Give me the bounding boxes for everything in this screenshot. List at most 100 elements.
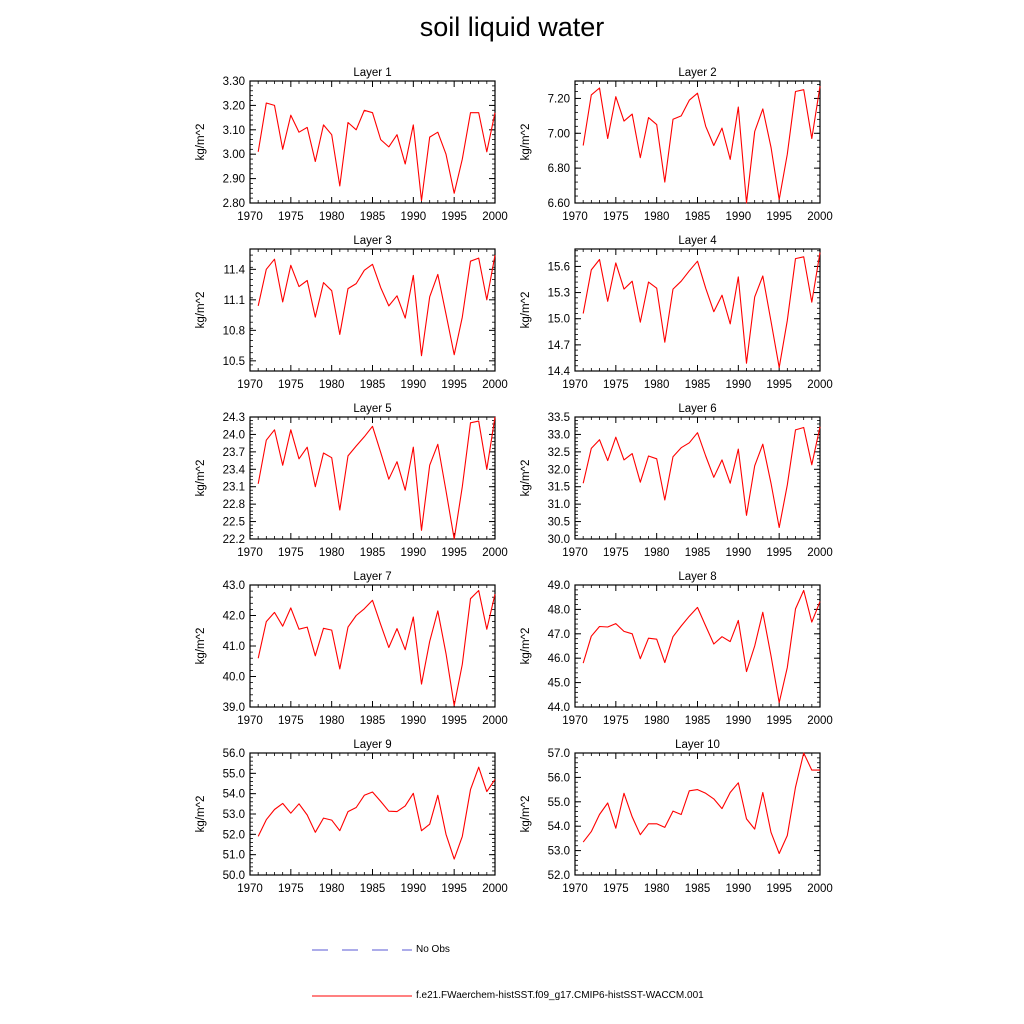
y-tick-label: 7.00 bbox=[548, 128, 570, 140]
plot-frame bbox=[249, 248, 496, 372]
y-axis-label: kg/m^2 bbox=[195, 460, 207, 497]
x-tick-label: 1990 bbox=[401, 211, 427, 223]
x-tick-label: 1995 bbox=[441, 211, 467, 223]
y-tick-label: 55.0 bbox=[223, 768, 245, 780]
plot-frame bbox=[249, 752, 496, 876]
x-tick-label: 1985 bbox=[685, 715, 711, 727]
x-tick-label: 2000 bbox=[807, 211, 833, 223]
x-tick-label: 1985 bbox=[685, 883, 711, 895]
x-tick-label: 1975 bbox=[278, 715, 304, 727]
y-tick-label: 55.0 bbox=[548, 797, 570, 809]
plot-frame bbox=[249, 80, 496, 204]
x-tick-label: 1980 bbox=[319, 547, 345, 559]
y-tick-label: 39.0 bbox=[223, 702, 245, 714]
x-tick-label: 2000 bbox=[807, 379, 833, 391]
x-tick-label: 1985 bbox=[360, 379, 386, 391]
x-tick-label: 1975 bbox=[278, 379, 304, 391]
y-tick-label: 6.60 bbox=[548, 198, 570, 210]
series-line bbox=[257, 766, 496, 860]
y-tick-label: 45.0 bbox=[548, 678, 570, 690]
panel-title: Layer 3 bbox=[353, 235, 391, 247]
y-tick-label: 22.5 bbox=[223, 517, 245, 529]
x-tick-label: 1975 bbox=[603, 211, 629, 223]
y-tick-label: 15.0 bbox=[548, 314, 570, 326]
y-tick-label: 54.0 bbox=[223, 789, 245, 801]
y-tick-label: 15.6 bbox=[548, 261, 570, 273]
y-tick-label: 33.5 bbox=[548, 412, 570, 424]
x-tick-label: 2000 bbox=[482, 211, 508, 223]
x-tick-label: 1980 bbox=[319, 715, 345, 727]
y-tick-label: 6.80 bbox=[548, 163, 570, 175]
x-tick-label: 1995 bbox=[766, 211, 792, 223]
y-tick-label: 31.5 bbox=[548, 482, 570, 494]
y-tick-label: 54.0 bbox=[548, 821, 570, 833]
x-tick-label: 1990 bbox=[726, 715, 752, 727]
panel-1: Layer 1 kg/m^2 1970 1975 1980 1985 1990 1995 200… bbox=[195, 67, 508, 223]
y-tick-label: 14.7 bbox=[548, 340, 570, 352]
y-tick-label: 52.0 bbox=[548, 870, 570, 882]
x-tick-label: 1970 bbox=[237, 883, 263, 895]
y-tick-label: 43.0 bbox=[223, 580, 245, 592]
x-tick-label: 1980 bbox=[319, 379, 345, 391]
y-tick-label: 47.0 bbox=[548, 629, 570, 641]
x-tick-label: 1995 bbox=[441, 547, 467, 559]
y-tick-label: 3.30 bbox=[223, 76, 245, 88]
x-tick-label: 1990 bbox=[401, 715, 427, 727]
y-tick-label: 3.00 bbox=[223, 149, 245, 161]
y-tick-label: 49.0 bbox=[548, 580, 570, 592]
x-tick-label: 1990 bbox=[401, 379, 427, 391]
x-tick-label: 1975 bbox=[278, 547, 304, 559]
y-tick-label: 2.80 bbox=[223, 198, 245, 210]
x-tick-label: 1980 bbox=[319, 211, 345, 223]
x-tick-label: 1970 bbox=[237, 715, 263, 727]
panel-title: Layer 10 bbox=[675, 739, 720, 751]
y-axis-label: kg/m^2 bbox=[520, 628, 532, 665]
plot-frame bbox=[249, 584, 496, 708]
plot-frame bbox=[574, 80, 821, 204]
x-tick-label: 1970 bbox=[562, 211, 588, 223]
y-tick-label: 42.0 bbox=[223, 611, 245, 623]
y-tick-label: 51.0 bbox=[223, 850, 245, 862]
y-axis-label: kg/m^2 bbox=[195, 628, 207, 665]
y-tick-label: 56.0 bbox=[548, 772, 570, 784]
y-axis-label: kg/m^2 bbox=[195, 292, 207, 329]
y-tick-label: 7.20 bbox=[548, 93, 570, 105]
panel-2: Layer 2 kg/m^2 1970 1975 1980 1985 1990 1995 200… bbox=[520, 67, 833, 223]
x-tick-label: 1990 bbox=[726, 211, 752, 223]
panel-8: Layer 8 kg/m^2 1970 1975 1980 1985 1990 1995 200… bbox=[520, 571, 833, 727]
x-tick-label: 2000 bbox=[807, 547, 833, 559]
y-tick-label: 33.0 bbox=[548, 429, 570, 441]
plot-frame bbox=[574, 584, 821, 708]
panel-5: Layer 5 kg/m^2 1970 1975 1980 1985 1990 1995 200… bbox=[195, 403, 508, 559]
y-axis-label: kg/m^2 bbox=[520, 124, 532, 161]
y-axis-label: kg/m^2 bbox=[520, 292, 532, 329]
panel-9: Layer 9 kg/m^2 1970 1975 1980 1985 1990 1995 200… bbox=[195, 739, 508, 895]
x-tick-label: 1995 bbox=[441, 715, 467, 727]
y-tick-label: 11.1 bbox=[223, 295, 245, 307]
y-tick-label: 15.3 bbox=[548, 288, 570, 300]
plot-frame bbox=[574, 416, 821, 540]
y-tick-label: 11.4 bbox=[223, 264, 245, 276]
x-tick-label: 2000 bbox=[482, 715, 508, 727]
x-tick-label: 1990 bbox=[401, 547, 427, 559]
x-tick-label: 1970 bbox=[237, 379, 263, 391]
y-tick-label: 24.0 bbox=[223, 429, 245, 441]
y-tick-label: 40.0 bbox=[223, 672, 245, 684]
y-tick-label: 48.0 bbox=[548, 604, 570, 616]
x-tick-label: 1995 bbox=[441, 379, 467, 391]
panel-title: Layer 9 bbox=[353, 739, 391, 751]
x-tick-label: 1985 bbox=[685, 547, 711, 559]
x-tick-label: 1985 bbox=[360, 211, 386, 223]
y-axis-label: kg/m^2 bbox=[520, 796, 532, 833]
series-line bbox=[582, 86, 821, 204]
y-tick-label: 3.20 bbox=[223, 100, 245, 112]
panel-title: Layer 7 bbox=[353, 571, 391, 583]
series-line bbox=[257, 416, 496, 540]
x-tick-label: 1995 bbox=[766, 547, 792, 559]
x-tick-label: 1985 bbox=[360, 547, 386, 559]
y-tick-label: 30.5 bbox=[548, 517, 570, 529]
y-tick-label: 3.10 bbox=[223, 125, 245, 137]
y-tick-label: 32.0 bbox=[548, 464, 570, 476]
x-tick-label: 1970 bbox=[562, 547, 588, 559]
x-tick-label: 2000 bbox=[807, 715, 833, 727]
